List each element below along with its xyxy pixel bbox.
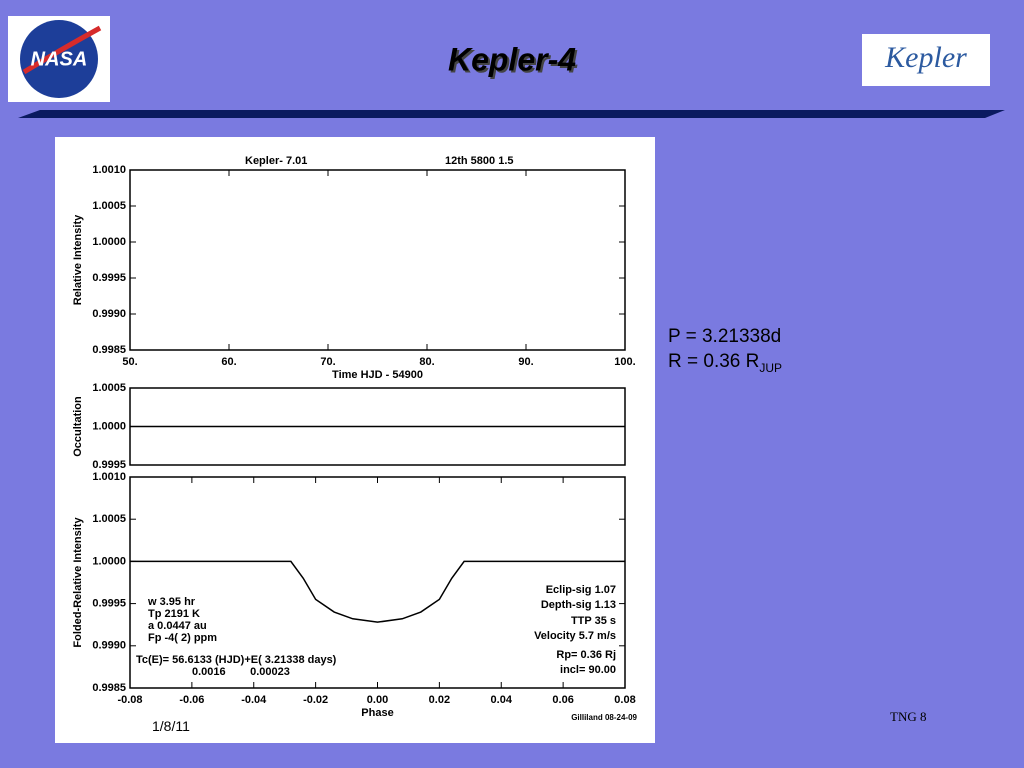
x-tick-label: 0.04 xyxy=(491,694,513,706)
fit-note: Velocity 5.7 m/s xyxy=(534,630,616,642)
fit-note: Eclip-sig 1.07 xyxy=(546,584,616,596)
y-tick-label: 0.9985 xyxy=(92,344,126,356)
x-tick-label: 0.00 xyxy=(367,694,388,706)
fit-note: TTP 35 s xyxy=(571,615,616,627)
x-axis-label: Time HJD - 54900 xyxy=(332,369,423,381)
date: 1/8/11 xyxy=(152,718,190,734)
fit-note: Depth-sig 1.13 xyxy=(541,599,616,611)
nasa-logo-text: NASA xyxy=(31,48,88,70)
y-tick-label: 1.0010 xyxy=(92,471,126,483)
y-tick-label: 1.0010 xyxy=(92,164,126,176)
kepler-logo-text: Kepler xyxy=(884,41,967,74)
y-tick-label: 0.9990 xyxy=(92,640,126,652)
x-axis-label: Phase xyxy=(361,707,393,719)
x-tick-label: 0.08 xyxy=(614,694,635,706)
slide-title: Kepler-4 xyxy=(448,41,576,77)
credit: Gilliland 08-24-09 xyxy=(571,713,637,722)
fit-note: Fp -4( 2) ppm xyxy=(148,632,217,644)
fit-note: a 0.0447 au xyxy=(148,620,207,632)
x-tick-label: 80. xyxy=(419,356,434,368)
title-shadow: Kepler-4 xyxy=(450,43,578,79)
nasa-logo-swoosh xyxy=(22,25,102,75)
x-tick-label: 100. xyxy=(614,356,635,368)
page-number: TNG 8 xyxy=(890,709,927,724)
figure-header: 12th 5800 1.5 xyxy=(445,155,514,167)
title-rule xyxy=(18,110,1005,118)
x-tick-label: -0.06 xyxy=(179,694,204,706)
y-tick-label: 0.9990 xyxy=(92,308,126,320)
x-tick-label: 0.06 xyxy=(552,694,573,706)
fit-note: Tp 2191 K xyxy=(148,608,200,620)
x-tick-label: 50. xyxy=(122,356,137,368)
y-axis-label: Folded-Relative Intensity xyxy=(72,517,84,648)
radius: R = 0.36 RJUP xyxy=(668,349,782,381)
model-curve xyxy=(130,560,625,623)
x-tick-label: 0.02 xyxy=(429,694,450,706)
x-tick-label: -0.08 xyxy=(117,694,142,706)
ephemeris: 0.0016 0.00023 xyxy=(192,666,290,678)
y-axis-label: Occultation xyxy=(72,396,84,457)
period: P = 3.21338d xyxy=(668,326,782,347)
fit-note: w 3.95 hr xyxy=(147,596,196,608)
y-tick-label: 0.9995 xyxy=(92,598,126,610)
radius-text: R = 0.36 R xyxy=(668,351,760,372)
x-tick-label: 60. xyxy=(221,356,236,368)
info-block: P = 3.21338d R = 0.36 RJUP xyxy=(668,324,782,381)
y-tick-label: 0.9995 xyxy=(92,272,126,284)
x-tick-label: 90. xyxy=(518,356,533,368)
x-tick-label: 70. xyxy=(320,356,335,368)
x-tick-label: -0.02 xyxy=(303,694,328,706)
y-tick-label: 1.0005 xyxy=(92,200,126,212)
kepler-logo-box xyxy=(862,34,990,86)
y-tick-label: 1.0000 xyxy=(92,420,126,432)
fit-note: Rp= 0.36 Rj xyxy=(556,649,616,661)
y-tick-label: 0.9985 xyxy=(92,682,126,694)
ephemeris: Tc(E)= 56.6133 (HJD)+E( 3.21338 days) xyxy=(136,654,337,666)
figure-panel xyxy=(55,137,655,743)
y-tick-label: 1.0000 xyxy=(92,236,126,248)
y-tick-label: 1.0005 xyxy=(92,382,126,394)
fit-note: incl= 90.00 xyxy=(560,664,616,676)
plot-frame xyxy=(129,169,626,351)
y-axis-label: Relative Intensity xyxy=(72,214,84,305)
y-tick-label: 0.9995 xyxy=(92,459,126,471)
y-tick-label: 1.0000 xyxy=(92,555,126,567)
y-tick-label: 1.0005 xyxy=(92,513,126,525)
x-tick-label: -0.04 xyxy=(241,694,267,706)
figure-header: Kepler- 7.01 xyxy=(245,155,307,167)
radius-sub: JUP xyxy=(759,360,783,375)
